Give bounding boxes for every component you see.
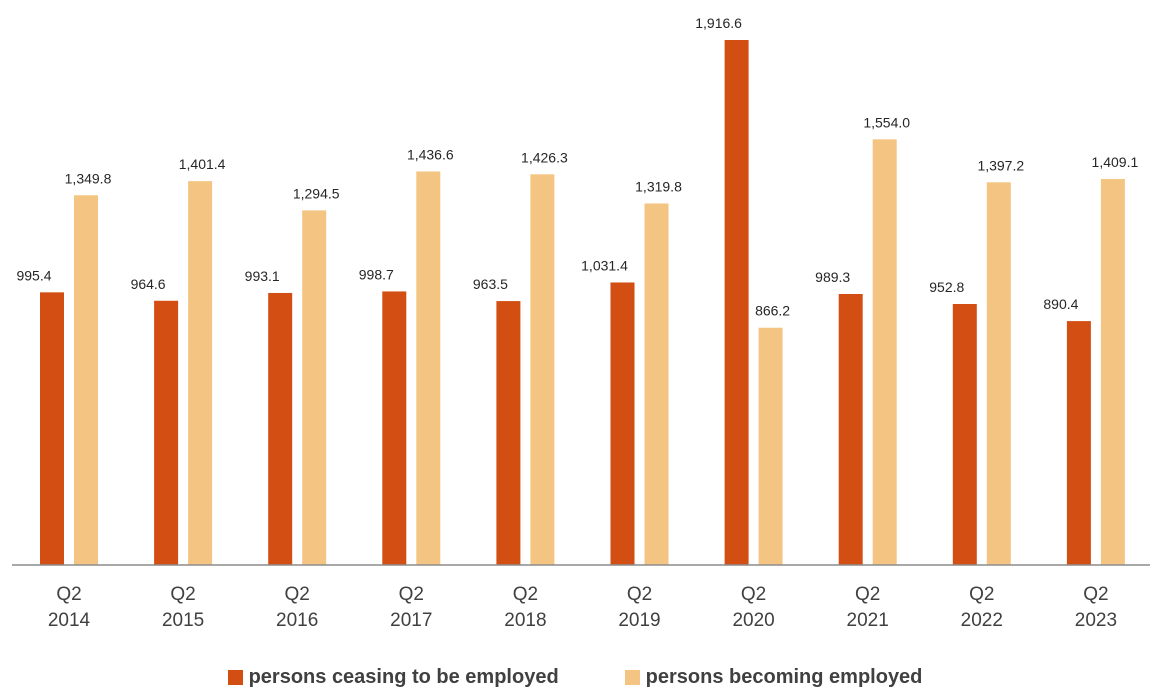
bar-becoming-2021 [872, 139, 897, 565]
x-tick-label-2014-line1: Q2 [56, 584, 81, 605]
bar-becoming-2016 [302, 210, 327, 565]
data-label-ceasing-2015: 964.6 [131, 276, 166, 292]
data-label-becoming-2018: 1,426.3 [521, 149, 568, 165]
x-tick-label-2015-line2: 2015 [162, 610, 204, 631]
x-tick-label-2020-line2: 2020 [732, 610, 774, 631]
data-label-becoming-2014: 1,349.8 [65, 170, 112, 186]
legend-swatch-becoming [624, 670, 640, 685]
legend-item-becoming: persons becoming employed [624, 666, 923, 689]
x-tick-label-2022-line2: 2022 [961, 610, 1003, 631]
data-label-becoming-2021: 1,554.0 [863, 114, 910, 130]
data-label-ceasing-2023: 890.4 [1043, 296, 1078, 312]
data-label-becoming-2016: 1,294.5 [293, 185, 340, 201]
bar-becoming-2015 [188, 181, 213, 565]
x-tick-label-2019-line1: Q2 [627, 584, 652, 605]
legend-item-ceasing: persons ceasing to be employed [227, 666, 559, 689]
data-label-ceasing-2018: 963.5 [473, 276, 508, 292]
bar-ceasing-2022 [952, 304, 977, 565]
x-tick-label-2018-line1: Q2 [513, 584, 538, 605]
bar-ceasing-2020 [724, 40, 749, 565]
data-label-ceasing-2017: 998.7 [359, 266, 394, 282]
data-labels-layer: 995.4 1,349.8 964.6 1,401.4 993.1 1,294.5 998.… [16, 15, 1138, 319]
bar-becoming-2018 [530, 174, 555, 565]
x-tick-labels-layer: Q2 2014 Q2 2015 Q2 2016 Q2 2017 Q2 2018 Q2 2019 Q2 20… [48, 584, 1117, 631]
bar-becoming-2014 [74, 195, 98, 565]
bar-becoming-2023 [1100, 179, 1125, 566]
bar-ceasing-2023 [1066, 321, 1091, 565]
x-tick-label-2022-line1: Q2 [969, 584, 994, 605]
x-tick-label-2018-line2: 2018 [504, 610, 546, 631]
data-label-ceasing-2022: 952.8 [929, 279, 964, 295]
data-label-ceasing-2019: 1,031.4 [581, 257, 628, 273]
data-label-becoming-2020: 866.2 [755, 303, 790, 319]
data-label-ceasing-2021: 989.3 [815, 269, 850, 285]
x-tick-label-2021-line2: 2021 [847, 610, 889, 631]
x-tick-label-2016-line1: Q2 [285, 584, 310, 605]
bar-becoming-2017 [416, 171, 441, 565]
bar-ceasing-2017 [382, 291, 407, 565]
legend-label-ceasing: persons ceasing to be employed [248, 666, 559, 688]
legend-swatch-ceasing [227, 670, 243, 685]
bar-becoming-2019 [644, 203, 669, 565]
data-label-becoming-2022: 1,397.2 [977, 157, 1024, 173]
x-tick-label-2021-line1: Q2 [855, 584, 880, 605]
legend: persons ceasing to be employed persons b… [0, 666, 1150, 689]
x-tick-label-2016-line2: 2016 [276, 610, 318, 631]
x-tick-label-2014-line2: 2014 [48, 610, 91, 631]
data-label-becoming-2019: 1,319.8 [635, 178, 682, 194]
bar-ceasing-2018 [496, 301, 521, 565]
x-tick-label-2019-line2: 2019 [618, 610, 660, 631]
data-label-ceasing-2016: 993.1 [245, 268, 280, 284]
bar-ceasing-2016 [268, 292, 293, 565]
data-label-ceasing-2014: 995.4 [16, 267, 51, 283]
data-label-becoming-2015: 1,401.4 [179, 156, 226, 172]
bar-becoming-2022 [986, 182, 1011, 565]
data-label-becoming-2017: 1,436.6 [407, 146, 454, 162]
data-label-ceasing-2020: 1,916.6 [695, 15, 742, 31]
bar-becoming-2020 [758, 327, 783, 565]
bars-layer [40, 40, 1125, 566]
bar-ceasing-2015 [154, 300, 179, 565]
x-tick-label-2023-line1: Q2 [1083, 584, 1108, 605]
bar-ceasing-2019 [610, 282, 635, 565]
legend-label-becoming: persons becoming employed [645, 666, 923, 688]
x-tick-label-2023-line2: 2023 [1075, 610, 1117, 631]
x-tick-label-2017-line1: Q2 [399, 584, 424, 605]
bar-ceasing-2021 [838, 294, 863, 565]
x-tick-label-2017-line2: 2017 [390, 610, 432, 631]
x-tick-label-2015-line1: Q2 [170, 584, 195, 605]
x-tick-label-2020-line1: Q2 [741, 584, 766, 605]
data-label-becoming-2023: 1,409.1 [1092, 154, 1139, 170]
bar-ceasing-2014 [40, 292, 64, 565]
